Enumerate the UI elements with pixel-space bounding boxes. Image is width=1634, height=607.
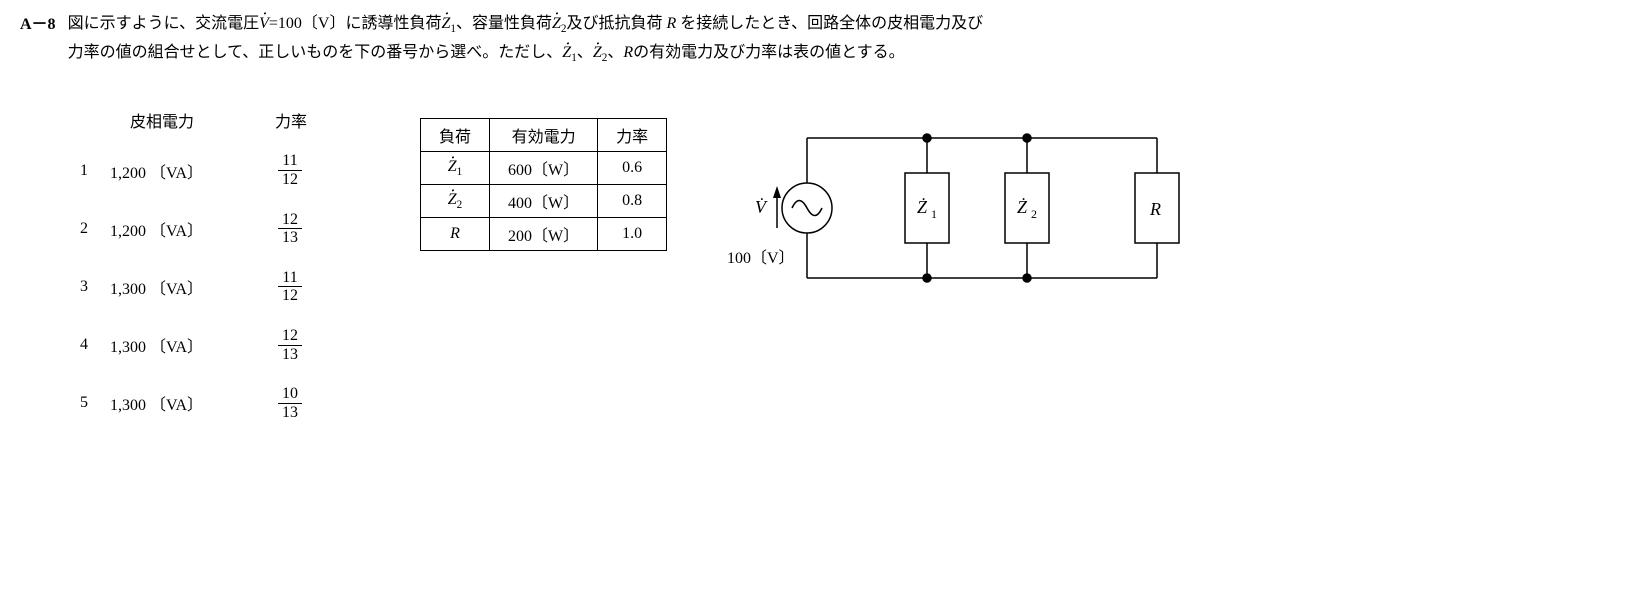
table-header: 有効電力 — [490, 119, 598, 152]
load-table-block: 負荷 有効電力 力率 Z1 600〔W〕 0.6 Z2 400〔W〕 0.8 R… — [420, 118, 667, 251]
frac-den: 13 — [278, 229, 302, 247]
q-mid2: 及び抵抗負荷 — [566, 15, 666, 32]
answer-va: 1,300 〔VA〕 — [100, 333, 260, 357]
question-text: 図に示すように、交流電圧V=100〔V〕に誘導性負荷Z1、容量性負荷Z2及び抵抗… — [68, 10, 984, 68]
q-text-1: 図に示すように、交流電圧 — [68, 15, 260, 32]
table-header: 力率 — [598, 119, 667, 152]
circuit-diagram: V̇ 100〔V〕 Ż 1 Ż 2 R — [707, 108, 1187, 308]
table-cell-power: 200〔W〕 — [490, 218, 598, 251]
frac-den: 12 — [278, 171, 302, 189]
question-header: A－8 図に示すように、交流電圧V=100〔V〕に誘導性負荷Z1、容量性負荷Z2… — [20, 10, 1614, 68]
answer-fraction: 1112 — [260, 152, 320, 188]
q-sep2: 、 — [607, 44, 623, 61]
q-text-2a: 力率の値の組合せとして、正しいものを下の番号から選べ。ただし、 — [68, 44, 563, 61]
svg-text:1: 1 — [931, 207, 937, 221]
answer-fraction: 1013 — [260, 385, 320, 421]
table-header: 負荷 — [421, 119, 490, 152]
answer-number: 3 — [80, 278, 100, 296]
answer-row: 4 1,300 〔VA〕 1213 — [80, 327, 340, 363]
answer-number: 1 — [80, 162, 100, 180]
answer-va: 1,200 〔VA〕 — [100, 217, 260, 241]
answer-row: 2 1,200 〔VA〕 1213 — [80, 211, 340, 247]
table-cell-load: R — [421, 218, 490, 251]
answer-number: 5 — [80, 394, 100, 412]
answers-header-right: 力率 — [260, 108, 340, 132]
load-sym: Z — [448, 158, 457, 175]
q-mid3: を接続したとき、回路全体の皮相電力及び — [676, 15, 983, 32]
frac-num: 12 — [278, 211, 302, 230]
svg-text:R: R — [1149, 199, 1161, 219]
table-cell-power: 400〔W〕 — [490, 185, 598, 218]
answer-fraction: 1213 — [260, 211, 320, 247]
answer-number: 4 — [80, 336, 100, 354]
answer-row: 1 1,200 〔VA〕 1112 — [80, 152, 340, 188]
rb-symbol: R — [623, 44, 633, 61]
table-row: Z2 400〔W〕 0.8 — [421, 185, 667, 218]
answer-number: 2 — [80, 220, 100, 238]
z1b-symbol: Z — [562, 44, 571, 61]
svg-text:2: 2 — [1031, 207, 1037, 221]
frac-num: 11 — [278, 152, 302, 171]
answer-va: 1,300 〔VA〕 — [100, 275, 260, 299]
table-cell-power: 600〔W〕 — [490, 152, 598, 185]
frac-den: 13 — [278, 346, 302, 364]
r-symbol: R — [667, 15, 677, 32]
v-symbol: V — [259, 15, 269, 32]
circuit-svg: V̇ 100〔V〕 Ż 1 Ż 2 R — [707, 108, 1187, 308]
table-cell-pf: 0.8 — [598, 185, 667, 218]
answer-va: 1,200 〔VA〕 — [100, 159, 260, 183]
load-plain: R — [450, 225, 460, 242]
svg-text:Ż: Ż — [917, 197, 928, 217]
svg-text:V̇: V̇ — [755, 197, 768, 218]
load-sym: Z — [448, 191, 457, 208]
frac-num: 12 — [278, 327, 302, 346]
load-sub: 1 — [457, 167, 463, 179]
table-row: Z1 600〔W〕 0.6 — [421, 152, 667, 185]
load-table: 負荷 有効電力 力率 Z1 600〔W〕 0.6 Z2 400〔W〕 0.8 R… — [420, 118, 667, 251]
q-sep1: 、 — [577, 44, 593, 61]
frac-den: 13 — [278, 404, 302, 422]
z2b-symbol: Z — [593, 44, 602, 61]
table-cell-load: Z1 — [421, 152, 490, 185]
answers-header: 皮相電力 力率 — [80, 108, 340, 132]
table-header-row: 負荷 有効電力 力率 — [421, 119, 667, 152]
content-row: 皮相電力 力率 1 1,200 〔VA〕 1112 2 1,200 〔VA〕 1… — [20, 108, 1614, 443]
frac-num: 10 — [278, 385, 302, 404]
load-sub: 2 — [457, 200, 463, 212]
table-cell-pf: 1.0 — [598, 218, 667, 251]
svg-text:Ż: Ż — [1017, 197, 1028, 217]
answers-block: 皮相電力 力率 1 1,200 〔VA〕 1112 2 1,200 〔VA〕 1… — [80, 108, 340, 443]
q-v-value: =100〔V〕に誘導性負荷 — [269, 15, 442, 32]
frac-num: 11 — [278, 269, 302, 288]
q-tail: の有効電力及び力率は表の値とする。 — [633, 44, 905, 61]
q-mid1: 、容量性負荷 — [456, 15, 552, 32]
answer-fraction: 1112 — [260, 269, 320, 305]
answer-row: 5 1,300 〔VA〕 1013 — [80, 385, 340, 421]
table-row: R 200〔W〕 1.0 — [421, 218, 667, 251]
table-cell-pf: 0.6 — [598, 152, 667, 185]
svg-text:100〔V〕: 100〔V〕 — [727, 249, 795, 267]
question-number: A－8 — [20, 10, 56, 34]
answer-fraction: 1213 — [260, 327, 320, 363]
table-cell-load: Z2 — [421, 185, 490, 218]
z1-symbol: Z — [441, 15, 450, 32]
frac-den: 12 — [278, 287, 302, 305]
answer-va: 1,300 〔VA〕 — [100, 391, 260, 415]
answers-header-left: 皮相電力 — [80, 108, 260, 132]
z2-symbol: Z — [552, 15, 561, 32]
answer-row: 3 1,300 〔VA〕 1112 — [80, 269, 340, 305]
